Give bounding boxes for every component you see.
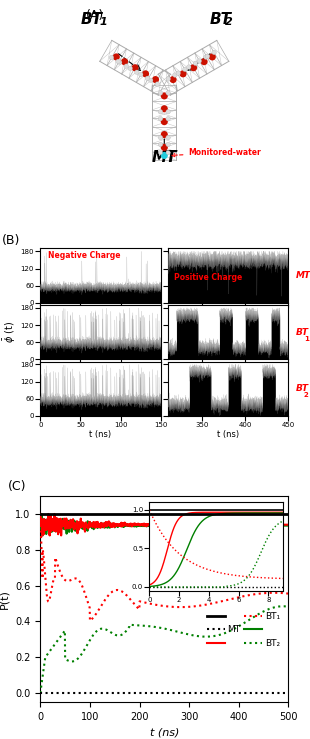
Circle shape <box>158 135 163 140</box>
Y-axis label: $\bar{\phi}$ (t): $\bar{\phi}$ (t) <box>2 321 18 343</box>
Text: BT: BT <box>209 13 231 27</box>
Circle shape <box>176 71 180 75</box>
Circle shape <box>166 117 171 121</box>
Circle shape <box>161 152 168 159</box>
Circle shape <box>158 109 163 114</box>
Circle shape <box>148 78 153 83</box>
Text: Monitored-water: Monitored-water <box>172 149 261 157</box>
Text: BT: BT <box>81 13 103 27</box>
Circle shape <box>131 64 139 71</box>
Circle shape <box>124 64 129 69</box>
Circle shape <box>113 53 120 61</box>
Circle shape <box>179 70 187 78</box>
Circle shape <box>170 76 177 83</box>
Circle shape <box>209 53 216 61</box>
Circle shape <box>161 131 168 138</box>
Circle shape <box>121 58 128 65</box>
Circle shape <box>155 82 160 86</box>
Circle shape <box>128 67 132 71</box>
Circle shape <box>135 70 139 75</box>
Circle shape <box>166 142 171 147</box>
Circle shape <box>158 91 163 95</box>
Text: Negative Charge: Negative Charge <box>47 251 120 260</box>
Circle shape <box>139 72 143 77</box>
Circle shape <box>197 58 202 64</box>
Circle shape <box>183 67 187 72</box>
Text: 2: 2 <box>304 392 309 398</box>
Text: BT: BT <box>295 384 308 393</box>
Circle shape <box>117 60 122 64</box>
Circle shape <box>158 142 163 147</box>
Text: BT: BT <box>295 327 308 337</box>
Circle shape <box>161 92 168 100</box>
Text: (B): (B) <box>2 234 20 247</box>
Circle shape <box>166 135 171 140</box>
Circle shape <box>166 91 171 95</box>
Circle shape <box>173 73 177 78</box>
Circle shape <box>161 144 168 151</box>
X-axis label: t (ns): t (ns) <box>150 727 179 738</box>
Circle shape <box>166 151 170 154</box>
Text: MT: MT <box>152 150 177 165</box>
Circle shape <box>109 55 114 60</box>
Text: MT: MT <box>295 271 310 280</box>
Circle shape <box>187 65 191 69</box>
Circle shape <box>166 77 170 81</box>
Circle shape <box>152 76 159 83</box>
Text: 2: 2 <box>225 17 232 27</box>
Circle shape <box>193 61 198 66</box>
Text: 1: 1 <box>99 17 107 27</box>
Circle shape <box>161 118 168 125</box>
Circle shape <box>142 70 149 78</box>
Circle shape <box>116 59 120 64</box>
Y-axis label: P(t): P(t) <box>0 589 10 609</box>
Circle shape <box>145 76 150 81</box>
Circle shape <box>166 109 171 114</box>
Circle shape <box>212 50 216 55</box>
Circle shape <box>158 151 162 154</box>
Circle shape <box>201 58 208 65</box>
Circle shape <box>204 55 208 59</box>
Text: 1: 1 <box>304 336 309 341</box>
X-axis label: t (ns): t (ns) <box>89 429 112 438</box>
Circle shape <box>205 54 210 58</box>
Circle shape <box>190 64 197 71</box>
Circle shape <box>161 105 168 112</box>
Text: (C): (C) <box>8 480 27 493</box>
Legend: , MT, , BT₁, , BT₂: , MT, , BT₁, , BT₂ <box>203 608 284 652</box>
Circle shape <box>158 117 163 121</box>
X-axis label: t (ns): t (ns) <box>217 429 239 438</box>
Text: (A): (A) <box>86 9 104 22</box>
Text: Positive Charge: Positive Charge <box>174 273 242 282</box>
